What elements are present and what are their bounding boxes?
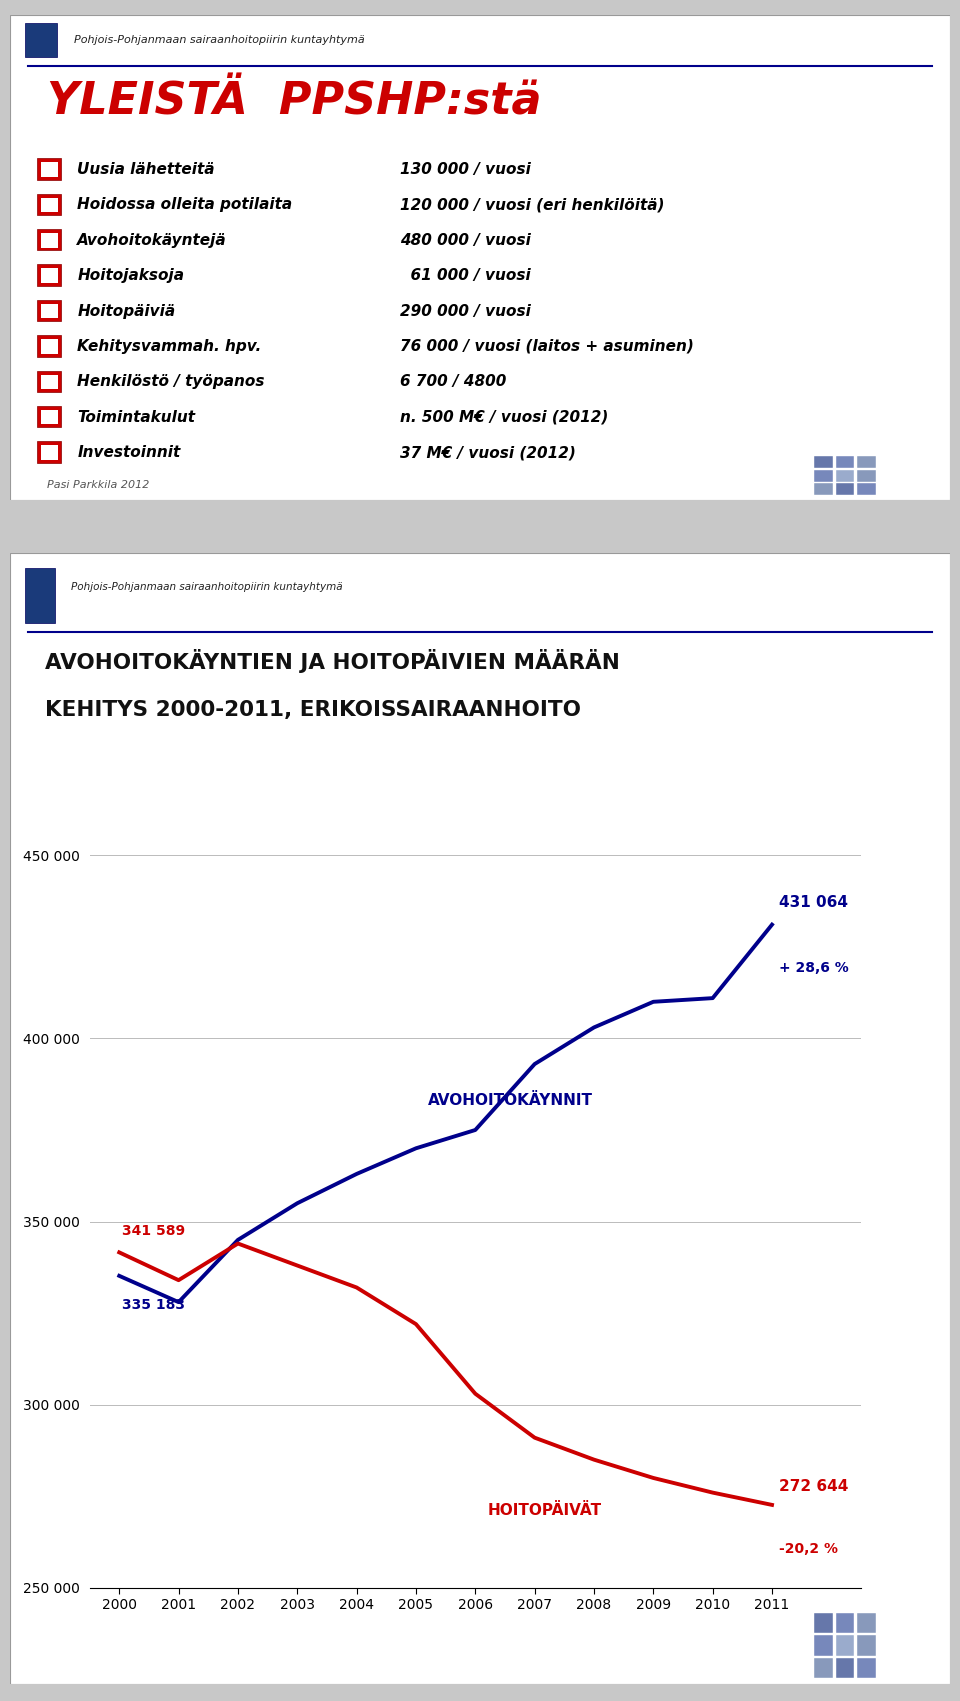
FancyBboxPatch shape	[40, 374, 58, 390]
FancyBboxPatch shape	[857, 483, 876, 495]
FancyBboxPatch shape	[857, 456, 876, 468]
FancyBboxPatch shape	[10, 15, 950, 500]
FancyBboxPatch shape	[36, 158, 61, 180]
FancyBboxPatch shape	[814, 469, 832, 481]
FancyBboxPatch shape	[25, 568, 55, 623]
Text: 480 000 / vuosi: 480 000 / vuosi	[400, 233, 531, 248]
Text: Toimintakulut: Toimintakulut	[78, 410, 195, 425]
FancyBboxPatch shape	[40, 197, 58, 213]
Text: 76 000 / vuosi (laitos + asuminen): 76 000 / vuosi (laitos + asuminen)	[400, 338, 694, 354]
Text: 335 183: 335 183	[122, 1298, 185, 1311]
FancyBboxPatch shape	[857, 1658, 876, 1679]
FancyBboxPatch shape	[835, 1658, 854, 1679]
FancyBboxPatch shape	[40, 162, 58, 177]
Text: -20,2 %: -20,2 %	[780, 1541, 838, 1555]
Text: 120 000 / vuosi (eri henkilöitä): 120 000 / vuosi (eri henkilöitä)	[400, 197, 664, 213]
FancyBboxPatch shape	[857, 1613, 876, 1633]
FancyBboxPatch shape	[40, 304, 58, 318]
FancyBboxPatch shape	[36, 230, 61, 250]
Text: 61 000 / vuosi: 61 000 / vuosi	[400, 269, 531, 282]
Text: Pohjois-Pohjanmaan sairaanhoitopiirin kuntayhtymä: Pohjois-Pohjanmaan sairaanhoitopiirin ku…	[71, 582, 343, 592]
FancyBboxPatch shape	[857, 469, 876, 481]
Text: Investoinnit: Investoinnit	[78, 446, 180, 459]
Text: 290 000 / vuosi: 290 000 / vuosi	[400, 303, 531, 318]
FancyBboxPatch shape	[835, 469, 854, 481]
Text: 341 589: 341 589	[122, 1223, 185, 1238]
Text: YLEISTÄ  PPSHP:stä: YLEISTÄ PPSHP:stä	[47, 80, 541, 124]
Text: Avohoitokäyntejä: Avohoitokäyntejä	[78, 233, 227, 248]
FancyBboxPatch shape	[40, 446, 58, 459]
Text: Hoidossa olleita potilaita: Hoidossa olleita potilaita	[78, 197, 293, 213]
FancyBboxPatch shape	[835, 1635, 854, 1655]
Text: Uusia lähetteitä: Uusia lähetteitä	[78, 162, 215, 177]
FancyBboxPatch shape	[36, 264, 61, 286]
Text: + 28,6 %: + 28,6 %	[780, 961, 849, 975]
FancyBboxPatch shape	[40, 338, 58, 354]
FancyBboxPatch shape	[10, 553, 950, 1684]
FancyBboxPatch shape	[814, 483, 832, 495]
Text: 6 700 / 4800: 6 700 / 4800	[400, 374, 507, 390]
FancyBboxPatch shape	[835, 1613, 854, 1633]
FancyBboxPatch shape	[40, 410, 58, 425]
Text: 130 000 / vuosi: 130 000 / vuosi	[400, 162, 531, 177]
FancyBboxPatch shape	[36, 371, 61, 391]
Text: Hoitopäiviä: Hoitopäiviä	[78, 303, 176, 318]
FancyBboxPatch shape	[36, 299, 61, 321]
FancyBboxPatch shape	[40, 269, 58, 282]
FancyBboxPatch shape	[814, 1658, 832, 1679]
Text: AVOHOITOKÄYNTIEN JA HOITOPÄIVIEN MÄÄRÄN: AVOHOITOKÄYNTIEN JA HOITOPÄIVIEN MÄÄRÄN	[45, 650, 620, 674]
FancyBboxPatch shape	[40, 233, 58, 248]
FancyBboxPatch shape	[814, 1635, 832, 1655]
FancyBboxPatch shape	[36, 407, 61, 427]
Text: AVOHOITOKÄYNNIT: AVOHOITOKÄYNNIT	[428, 1094, 593, 1107]
FancyBboxPatch shape	[36, 442, 61, 463]
Text: HOITOPÄIVÄT: HOITOPÄIVÄT	[487, 1504, 601, 1519]
FancyBboxPatch shape	[36, 335, 61, 357]
Text: 37 M€ / vuosi (2012): 37 M€ / vuosi (2012)	[400, 446, 576, 459]
Text: Kehitysvammah. hpv.: Kehitysvammah. hpv.	[78, 338, 261, 354]
Text: n. 500 M€ / vuosi (2012): n. 500 M€ / vuosi (2012)	[400, 410, 609, 425]
FancyBboxPatch shape	[814, 1613, 832, 1633]
FancyBboxPatch shape	[814, 456, 832, 468]
Text: Pasi Parkkila 2012: Pasi Parkkila 2012	[47, 480, 150, 490]
FancyBboxPatch shape	[835, 456, 854, 468]
Text: 431 064: 431 064	[780, 895, 848, 910]
FancyBboxPatch shape	[36, 194, 61, 214]
FancyBboxPatch shape	[25, 22, 57, 58]
Text: Hoitojaksoja: Hoitojaksoja	[78, 269, 184, 282]
FancyBboxPatch shape	[857, 1635, 876, 1655]
FancyBboxPatch shape	[835, 483, 854, 495]
Text: Henkilöstö / työpanos: Henkilöstö / työpanos	[78, 374, 265, 390]
Text: KEHITYS 2000-2011, ERIKOISSAIRAANHOITO: KEHITYS 2000-2011, ERIKOISSAIRAANHOITO	[45, 699, 582, 720]
Text: 272 644: 272 644	[780, 1478, 849, 1493]
Text: Pohjois-Pohjanmaan sairaanhoitopiirin kuntayhtymä: Pohjois-Pohjanmaan sairaanhoitopiirin ku…	[74, 34, 365, 44]
